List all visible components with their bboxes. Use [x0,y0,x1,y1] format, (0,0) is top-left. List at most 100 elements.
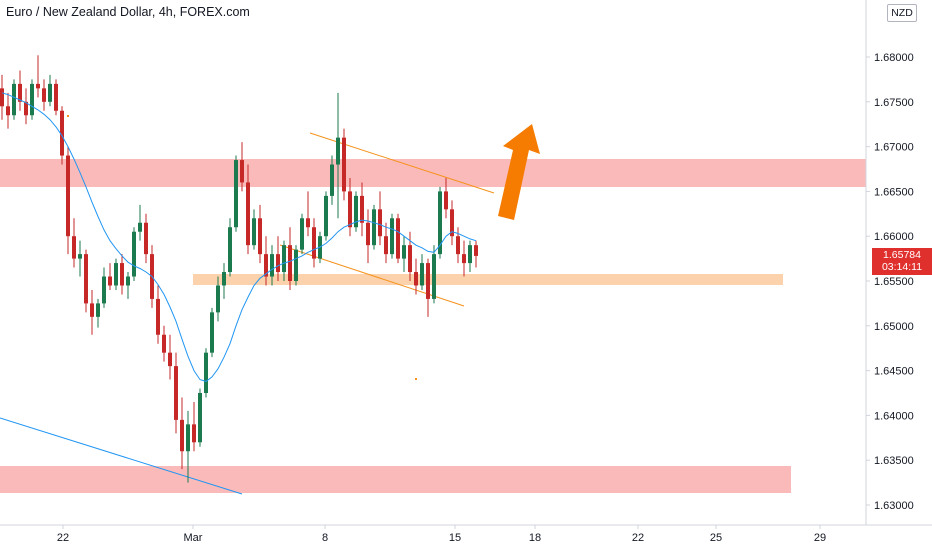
candle-body [48,83,52,102]
candle-body [270,254,274,277]
candle-body [24,101,28,116]
candle-body [462,254,466,264]
candle-body [408,245,412,273]
candle-body [18,83,22,102]
time-tick-label: Mar [184,532,203,544]
candle-body [30,83,34,116]
candle-body [282,245,286,273]
candle-body [204,352,208,393]
candle-body [300,218,304,250]
chart-title: Euro / New Zealand Dollar, 4h, FOREX.com [6,5,250,19]
candle-body [384,236,388,255]
price-tick-label: 1.63000 [874,500,914,512]
candle-body [12,83,16,116]
candle-body [156,298,160,335]
candles-group [0,55,478,483]
candle-body [240,160,244,183]
candle-body [360,195,364,223]
candle-body [120,263,124,286]
candle-body [258,218,262,255]
candle-body [108,276,112,286]
candle-body [60,110,64,156]
candle-body [306,218,310,228]
candle-body [168,352,172,367]
candle-body [234,160,238,228]
candle-body [372,209,376,246]
trend-line [0,417,243,495]
bullish-arrow-icon [498,124,540,220]
candle-body [402,245,406,259]
candle-body [438,191,442,255]
price-tick-label: 1.67500 [874,97,914,109]
price-tick-label: 1.64500 [874,366,914,378]
candle-body [252,218,256,246]
time-tick-label: 15 [449,532,461,544]
candle-body [276,254,280,273]
time-tick-label: 22 [57,532,69,544]
time-tick-label: 25 [710,532,722,544]
candle-body [162,334,166,353]
candle-body [294,249,298,281]
price-tick-label: 1.63500 [874,455,914,467]
last-price-value: 1.65784 [883,249,921,261]
candle-body [186,424,190,452]
candle-body [324,195,328,237]
time-tick-label: 18 [529,532,541,544]
candle-body [468,245,472,264]
candle-body [0,88,4,107]
candle-body [72,236,76,259]
candle-body [312,227,316,259]
candle-body [264,254,268,277]
candle-body [36,83,40,89]
price-tick-label: 1.66500 [874,186,914,198]
candle-body [450,209,454,237]
candle-body [114,263,118,286]
price-tick-label: 1.65000 [874,321,914,333]
candle-body [456,236,460,255]
candle-body [354,195,358,228]
candle-body [126,276,130,286]
candle-body [288,245,292,281]
time-tick-label: 8 [322,532,328,544]
candle-body [84,254,88,304]
moving-average-line [1,92,477,382]
price-tick-label: 1.66000 [874,231,914,243]
price-axis[interactable]: 1.68000 1.67500 1.67000 1.66500 1.66000 1.655… [866,52,914,512]
currency-badge[interactable]: NZD [887,4,917,22]
candle-body [180,419,184,452]
marker-dot [415,378,417,380]
candle-body [138,222,142,232]
candle-body [132,231,136,277]
candle-body [210,312,214,353]
candle-body [198,393,202,443]
candle-body [396,218,400,259]
candle-body [78,254,82,259]
candle-body [426,263,430,299]
time-axis[interactable]: 22 Mar 8 15 18 22 25 29 [57,525,826,544]
candle-body [174,366,178,420]
candle-body [66,155,70,237]
candle-body [336,137,340,165]
price-tick-label: 1.65500 [874,276,914,288]
marker-dot [67,115,69,117]
price-tick-label: 1.68000 [874,52,914,64]
candle-body [378,209,382,237]
price-tick-label: 1.64000 [874,410,914,422]
candle-body [444,191,448,210]
candle-body [432,254,436,299]
price-tick-label: 1.67000 [874,142,914,154]
channel-upper-line [309,132,495,194]
last-price-tag: 1.65784 03:14:11 [872,248,932,275]
candle-body [96,303,100,317]
candle-body [348,191,352,228]
candle-body [228,227,232,273]
time-tick-label: 22 [632,532,644,544]
candle-body [42,88,46,102]
candle-body [390,218,394,255]
candle-body [6,106,10,116]
candle-body [222,272,226,286]
candle-body [366,222,370,246]
candle-body [420,263,424,286]
demand-zone [0,466,791,493]
